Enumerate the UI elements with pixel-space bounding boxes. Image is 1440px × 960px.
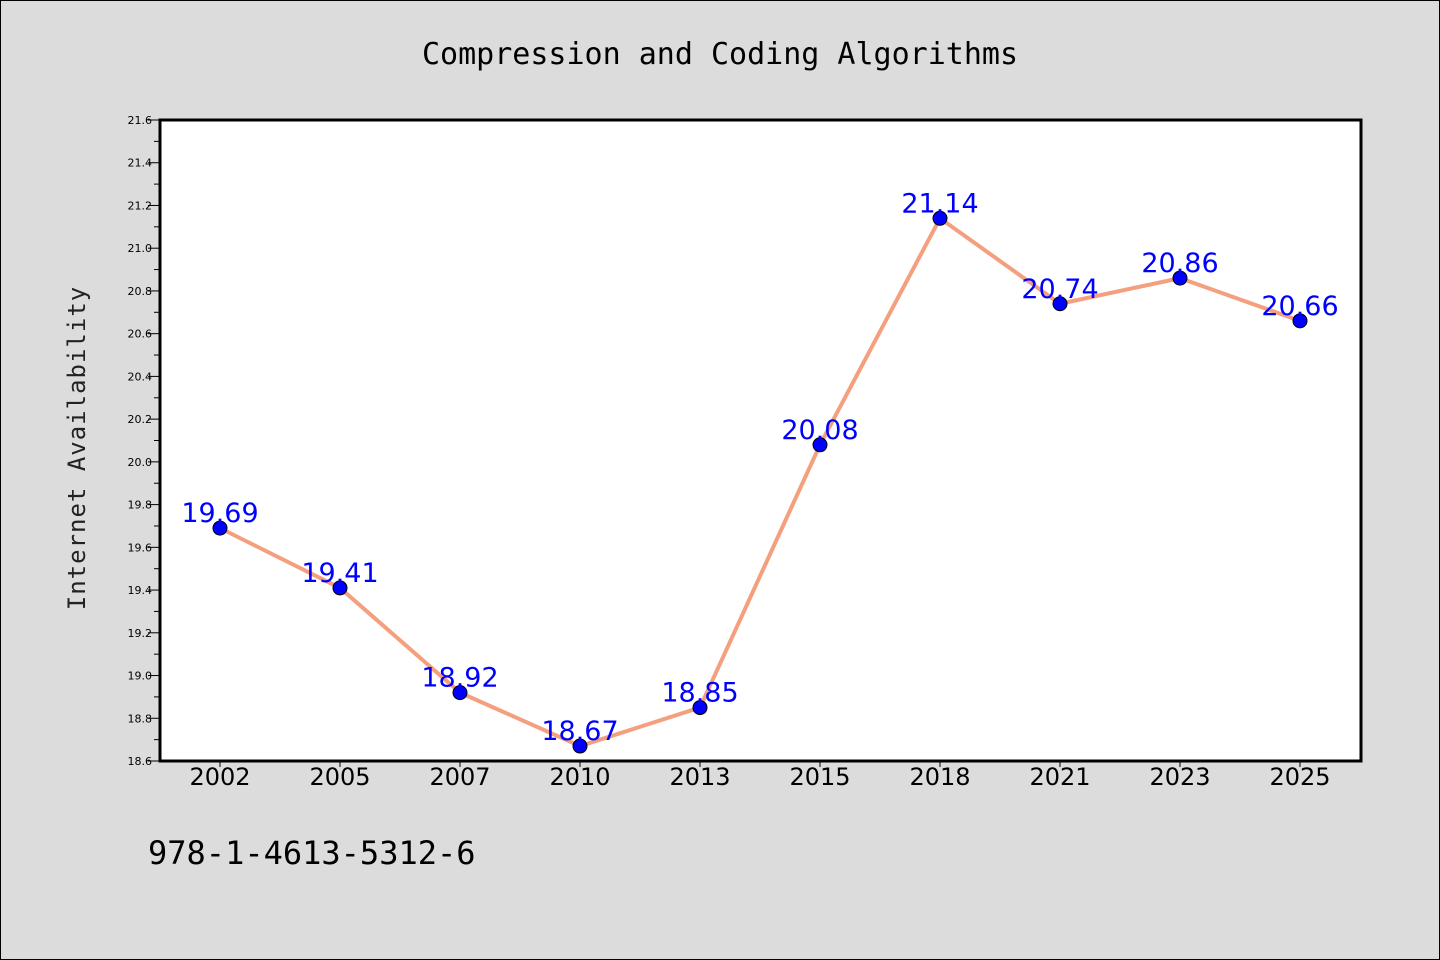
y-tick-label: 21.0 — [128, 242, 153, 255]
footer-isbn: 978-1-4613-5312-6 — [148, 834, 476, 872]
data-point — [452, 685, 468, 701]
x-tick-label: 2023 — [1149, 763, 1210, 791]
x-axis: 2002 2005 2007 2010 2013 2015 2018 2021 2023 2025 — [189, 761, 1331, 791]
y-tick-label: 20.4 — [128, 370, 153, 383]
x-tick-label: 2018 — [909, 763, 970, 791]
y-axis-label: Internet Availability — [63, 286, 91, 610]
y-tick-label: 19.8 — [128, 499, 153, 512]
x-tick-label: 2002 — [189, 763, 250, 791]
x-tick-label: 2015 — [789, 763, 850, 791]
y-tick-label: 20.6 — [128, 328, 153, 341]
data-label: 19.69 — [181, 498, 258, 529]
y-tick-label: 19.0 — [128, 670, 153, 683]
y-tick-label: 18.8 — [128, 712, 153, 725]
y-tick-label: 19.6 — [128, 541, 153, 554]
data-labels-group: 19.69 19.41 18.92 18.67 18.85 20.08 21.14 20.74… — [181, 188, 1338, 747]
plot-area — [160, 120, 1361, 761]
data-label: 20.74 — [1021, 274, 1098, 305]
data-label: 18.92 — [421, 663, 498, 694]
data-point — [1172, 270, 1188, 286]
x-tick-label: 2021 — [1029, 763, 1090, 791]
data-point — [692, 700, 708, 716]
x-tick-label: 2025 — [1269, 763, 1330, 791]
data-point — [812, 437, 828, 453]
x-tick-label: 2010 — [549, 763, 610, 791]
y-axis: 18.6 18.8 19.0 19.2 19.4 19.6 19.8 20.0 20.2 20.4… — [128, 114, 160, 768]
data-label: 21.14 — [901, 188, 978, 219]
data-point — [572, 738, 588, 754]
markers-group — [212, 210, 1308, 754]
data-point — [1292, 313, 1308, 329]
y-tick-label: 20.2 — [128, 413, 153, 426]
series-line — [219, 216, 1301, 749]
data-label: 20.08 — [781, 415, 858, 446]
data-point — [332, 580, 348, 596]
data-label: 18.67 — [541, 716, 618, 747]
series-line-group — [219, 216, 1301, 749]
data-point — [932, 210, 948, 226]
y-tick-label: 20.0 — [128, 456, 153, 469]
y-tick-label: 21.6 — [128, 114, 153, 127]
y-tick-label: 20.8 — [128, 285, 153, 298]
y-tick-label: 19.4 — [128, 584, 153, 597]
data-label: 19.41 — [301, 558, 378, 589]
data-label: 20.66 — [1261, 291, 1338, 322]
data-label: 20.86 — [1141, 248, 1218, 279]
data-point — [212, 520, 228, 536]
y-tick-label: 18.6 — [128, 755, 153, 768]
plot-border — [158, 118, 1363, 763]
data-point — [1052, 296, 1068, 312]
y-tick-label: 19.2 — [128, 627, 153, 640]
x-tick-label: 2005 — [309, 763, 370, 791]
x-tick-label: 2013 — [669, 763, 730, 791]
y-tick-label: 21.4 — [128, 157, 153, 170]
y-tick-label: 21.2 — [128, 199, 153, 212]
chart-title: Compression and Coding Algorithms — [422, 37, 1018, 72]
data-label: 18.85 — [661, 678, 738, 709]
x-tick-label: 2007 — [429, 763, 490, 791]
